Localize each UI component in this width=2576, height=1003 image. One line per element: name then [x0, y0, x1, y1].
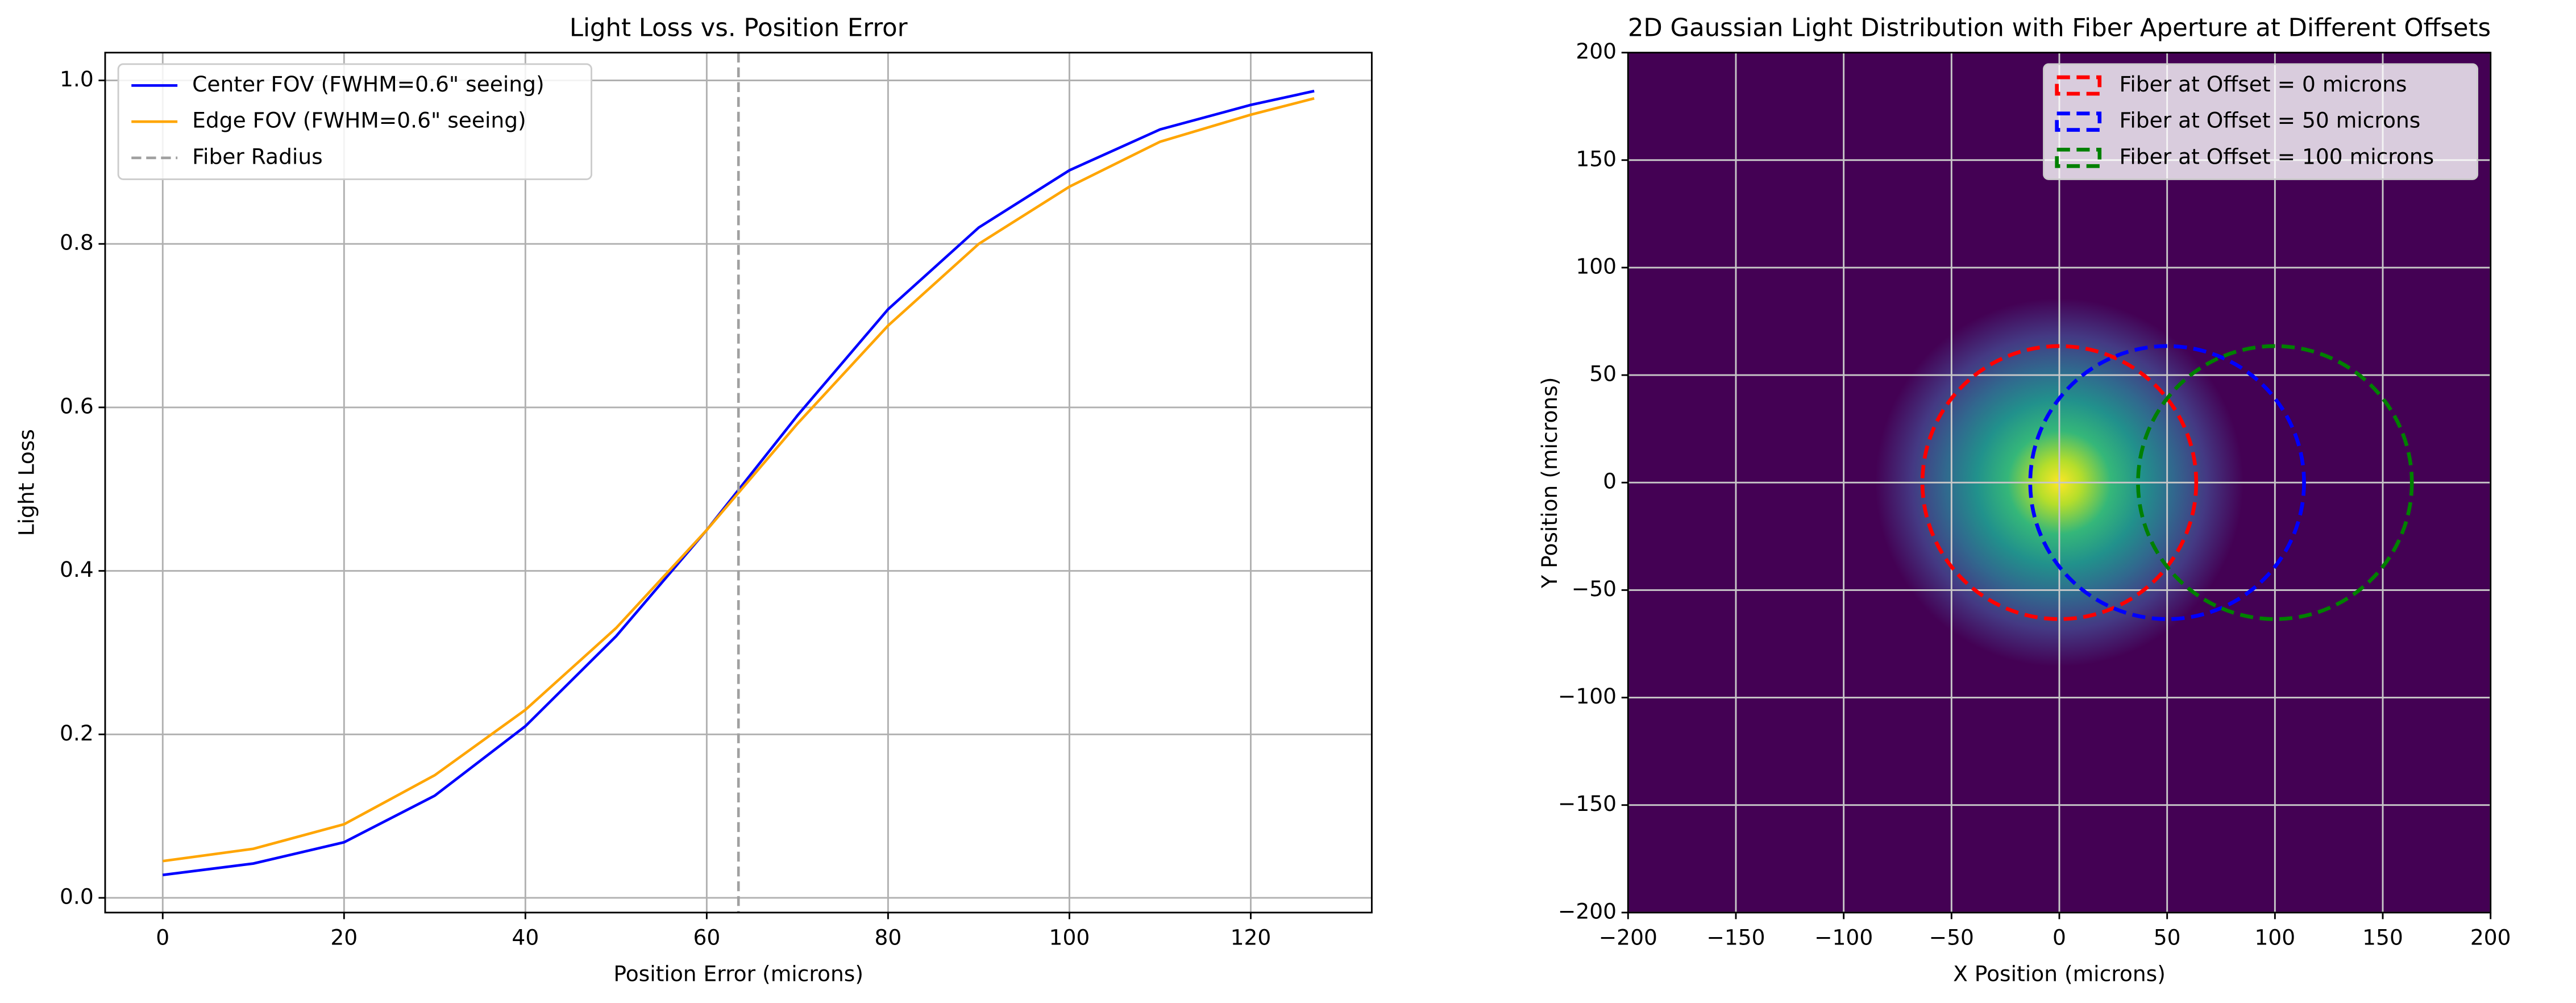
x-tick-label: 40: [512, 925, 539, 950]
y-tick-label: 1.0: [60, 66, 94, 91]
x-tick-label: −50: [1929, 925, 1974, 950]
x-tick-label: 120: [1231, 925, 1272, 950]
y-axis-label: Light Loss: [14, 429, 39, 536]
legend-box: [2043, 63, 2479, 180]
chart-title: 2D Gaussian Light Distribution with Fibe…: [1628, 14, 2491, 43]
y-tick-label: 0: [1603, 469, 1617, 494]
legend-swatch: [2055, 147, 2102, 168]
y-tick-label: 0.2: [60, 721, 94, 746]
y-tick-label: −150: [1558, 791, 1617, 816]
line-series: [162, 97, 1315, 863]
y-tick-label: 0.4: [60, 557, 94, 582]
x-tick-label: 20: [330, 925, 358, 950]
x-tick-label: −100: [1814, 925, 1873, 950]
y-tick-label: −200: [1558, 898, 1617, 923]
x-tick-label: 100: [1049, 925, 1090, 950]
x-axis-label: Position Error (microns): [613, 961, 863, 986]
x-axis-label: X Position (microns): [1953, 961, 2166, 986]
legend-label: Fiber Radius: [192, 144, 323, 169]
legend-label: Edge FOV (FWHM=0.6" seeing): [192, 108, 526, 133]
legend-label: Fiber at Offset = 0 microns: [2119, 72, 2407, 97]
y-axis-label: Y Position (microns): [1537, 377, 1562, 589]
x-tick-label: 100: [2255, 925, 2296, 950]
axes-frame: [1627, 52, 2492, 914]
fiber-circle: [1920, 344, 2199, 621]
y-tick-label: −50: [1572, 576, 1617, 601]
axes-frame: [104, 52, 1373, 914]
chart-title: Light Loss vs. Position Error: [570, 14, 908, 43]
legend-label: Fiber at Offset = 50 microns: [2119, 108, 2420, 133]
fiber-group: [1920, 344, 2414, 621]
fiber-circle: [2028, 344, 2306, 621]
x-tick-label: −200: [1599, 925, 1657, 950]
y-tick-label: 100: [1576, 253, 1617, 278]
x-tick-label: 60: [693, 925, 720, 950]
x-tick-label: 0: [156, 925, 169, 950]
x-tick-label: 50: [2154, 925, 2181, 950]
legend-label: Fiber at Offset = 100 microns: [2119, 144, 2434, 169]
legend-box: [117, 63, 592, 180]
y-tick-label: 0.0: [60, 884, 94, 909]
y-tick-label: −100: [1558, 684, 1617, 709]
x-tick-label: 0: [2053, 925, 2066, 950]
x-tick-label: 200: [2470, 925, 2511, 950]
legend-label: Center FOV (FWHM=0.6" seeing): [192, 72, 544, 97]
y-tick-label: 0.6: [60, 393, 94, 418]
legend-swatch: [2055, 75, 2102, 96]
y-tick-label: 0.8: [60, 230, 94, 255]
y-tick-label: 150: [1576, 146, 1617, 171]
line-series: [162, 89, 1315, 876]
legend-swatch: [2055, 111, 2102, 132]
y-tick-label: 200: [1576, 39, 1617, 64]
y-tick-label: 50: [1589, 361, 1617, 386]
x-tick-label: 150: [2362, 925, 2403, 950]
x-tick-label: 80: [874, 925, 901, 950]
x-tick-label: −150: [1706, 925, 1765, 950]
fiber-circle: [2136, 344, 2414, 621]
